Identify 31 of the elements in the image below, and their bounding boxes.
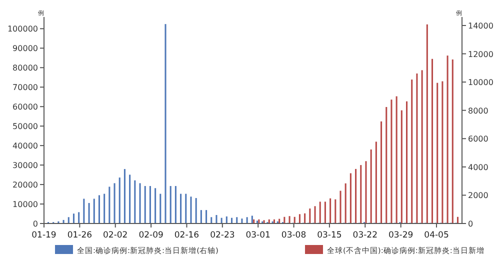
y-tick-label: 10000 [12, 200, 38, 210]
x-tick-label: 03-22 [352, 230, 378, 240]
y2-tick-label: 2000 [468, 191, 488, 200]
x-tick-label: 02-02 [103, 230, 128, 240]
y2-tick-label: 10000 [468, 78, 494, 88]
x-tick-label: 03-15 [317, 230, 342, 240]
x-tick-label: 03-29 [388, 230, 414, 240]
y2-tick-label: 6000 [468, 134, 488, 144]
x-tick-label: 02-09 [138, 230, 164, 240]
x-tick-label: 02-23 [210, 230, 235, 240]
y2-tick-label: 0 [468, 220, 474, 228]
y2-tick-label: 12000 [468, 50, 494, 59]
y-tick-label: 0 [32, 220, 38, 228]
x-tick-label: 03-01 [246, 230, 270, 240]
x-tick-label: 04-05 [424, 230, 449, 240]
y-tick-label: 50000 [12, 122, 38, 132]
y-tick-label: 90000 [12, 44, 38, 54]
y-tick-label: 20000 [12, 180, 38, 190]
x-tick-label: 01-19 [32, 230, 56, 240]
y-tick-label: 70000 [12, 83, 38, 92]
y2-tick-label: 4000 [468, 162, 488, 172]
y-tick-label: 40000 [12, 142, 38, 151]
x-tick-label: 01-26 [67, 230, 92, 240]
y-tick-label: 80000 [12, 64, 38, 73]
y2-tick-label: 8000 [468, 106, 488, 116]
y2-tick-label: 14000 [468, 21, 494, 30]
y-tick-label: 30000 [12, 161, 38, 170]
x-tick-label: 03-08 [281, 230, 306, 240]
y-tick-label: 60000 [12, 102, 38, 112]
x-tick-label: 02-16 [174, 230, 200, 240]
y-tick-label: 100000 [7, 24, 38, 34]
